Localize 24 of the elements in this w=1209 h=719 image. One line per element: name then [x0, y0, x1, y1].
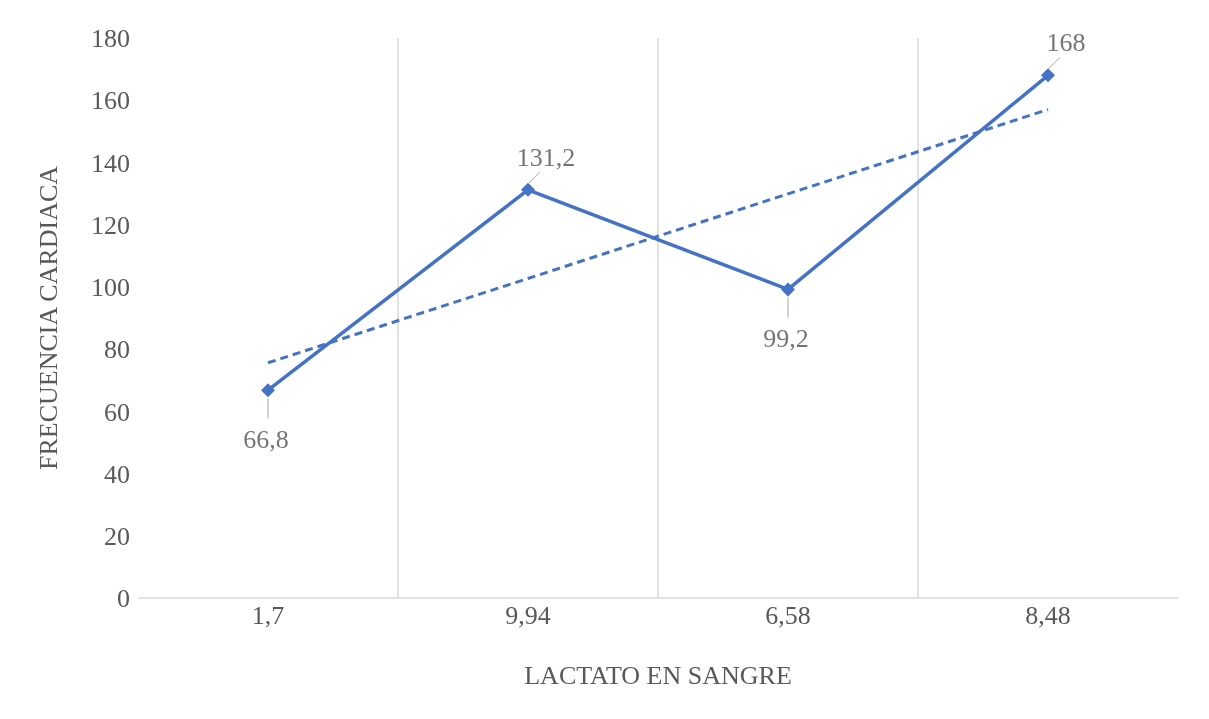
y-tick-label: 60	[104, 397, 130, 427]
y-tick-label: 180	[91, 24, 130, 54]
data-label: 99,2	[763, 324, 809, 354]
y-tick-label: 140	[91, 148, 130, 178]
x-axis-title: LACTATO EN SANGRE	[524, 661, 792, 690]
point	[1041, 68, 1055, 83]
point	[781, 282, 795, 297]
y-tick-label: 0	[117, 584, 130, 614]
x-tick-label: 6,58	[765, 601, 811, 631]
point	[521, 182, 535, 197]
x-tick-label: 9,94	[505, 601, 551, 631]
x-tick-label: 1,7	[251, 601, 285, 631]
y-tick-label: 100	[91, 273, 130, 303]
point	[261, 383, 275, 398]
y-tick-label: 80	[104, 335, 130, 365]
data-label: 168	[1046, 28, 1086, 58]
y-axis-title: FRECUENCIA CARDIACA	[34, 165, 64, 471]
y-tick-label: 40	[104, 459, 130, 489]
y-tick-label: 20	[104, 522, 130, 552]
y-tick-label: 120	[91, 210, 130, 240]
y-tick-label: 160	[91, 86, 130, 116]
data-label: 131,2	[516, 142, 576, 172]
x-tick-label: 8,48	[1025, 601, 1071, 631]
data-label: 66,8	[243, 425, 289, 455]
